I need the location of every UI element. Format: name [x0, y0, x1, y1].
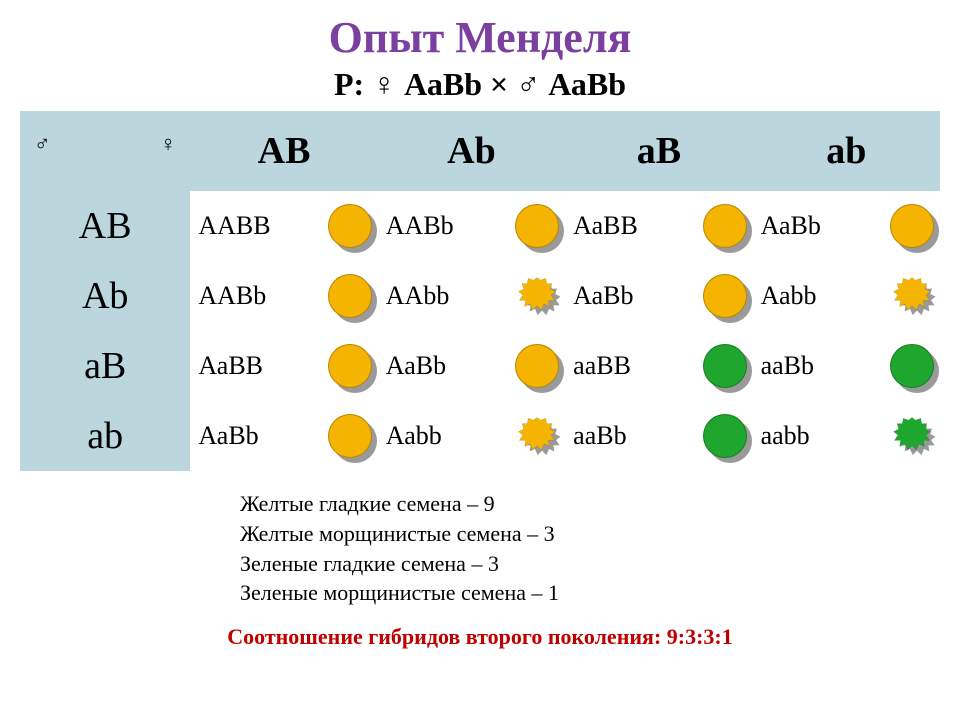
cell-3-1: Ааbb	[378, 401, 565, 471]
genotype-label: ааbb	[761, 421, 810, 451]
legend-line: Желтые морщинистые семена – 3	[240, 519, 960, 549]
pea-icon	[515, 204, 559, 248]
cell-0-2: АаВВ	[565, 191, 752, 261]
cell-3-2: ааВb	[565, 401, 752, 471]
row-gamete-2: аВ	[20, 331, 190, 401]
genotype-label: АаВb	[198, 421, 258, 451]
row-gamete-1: Аb	[20, 261, 190, 331]
pea-icon	[515, 414, 559, 458]
cell-3-0: АаВb	[190, 401, 377, 471]
legend-line: Зеленые морщинистые семена – 1	[240, 578, 960, 608]
genotype-label: АаВВ	[573, 211, 638, 241]
cell-2-0: АаВВ	[190, 331, 377, 401]
pea-icon	[703, 204, 747, 248]
legend-line: Желтые гладкие семена – 9	[240, 489, 960, 519]
pea-icon	[328, 274, 372, 318]
genotype-label: АаВb	[761, 211, 821, 241]
pea-icon	[515, 344, 559, 388]
legend-line: Зеленые гладкие семена – 3	[240, 549, 960, 579]
cell-1-2: АаВb	[565, 261, 752, 331]
pea-icon	[890, 204, 934, 248]
genotype-label: АаВb	[573, 281, 633, 311]
cell-1-0: ААВb	[190, 261, 377, 331]
pea-icon	[515, 274, 559, 318]
genotype-label: ААВb	[386, 211, 454, 241]
cell-2-2: ааВВ	[565, 331, 752, 401]
page: Опыт Менделя P: ♀ АаВb × ♂ АаВb ♂ ♀ АВ А…	[0, 0, 960, 720]
cell-0-0: ААВВ	[190, 191, 377, 261]
cell-1-3: Ааbb	[753, 261, 940, 331]
pea-icon	[703, 344, 747, 388]
cell-0-3: АаВb	[753, 191, 940, 261]
genotype-label: Ааbb	[761, 281, 817, 311]
genotype-label: Ааbb	[386, 421, 442, 451]
pea-icon	[328, 204, 372, 248]
genotype-label: ААВВ	[198, 211, 270, 241]
cell-2-3: ааВb	[753, 331, 940, 401]
genotype-label: ааВb	[761, 351, 814, 381]
cell-3-3: ааbb	[753, 401, 940, 471]
col-gamete-0: АВ	[190, 111, 377, 191]
cell-1-1: ААbb	[378, 261, 565, 331]
genotype-label: ААbb	[386, 281, 450, 311]
page-title: Опыт Менделя	[0, 0, 960, 62]
parents-line: P: ♀ АаВb × ♂ АаВb	[0, 66, 960, 103]
genotype-label: АаВВ	[198, 351, 263, 381]
cell-2-1: АаВb	[378, 331, 565, 401]
pea-icon	[328, 414, 372, 458]
row-gamete-0: АВ	[20, 191, 190, 261]
genotype-label: ааВВ	[573, 351, 631, 381]
punnett-square: ♂ ♀ АВ Аb аВ аb АВ ААВВ ААВb АаВВ АаВb Аb ААВb…	[20, 111, 940, 471]
pea-icon	[890, 414, 934, 458]
genotype-label: ааВb	[573, 421, 626, 451]
pea-icon	[890, 344, 934, 388]
legend-block: Желтые гладкие семена – 9 Желтые морщини…	[240, 489, 960, 608]
cell-0-1: ААВb	[378, 191, 565, 261]
pea-icon	[890, 274, 934, 318]
col-gamete-3: аb	[753, 111, 940, 191]
genotype-label: ААВb	[198, 281, 266, 311]
corner-cell: ♂ ♀	[20, 111, 190, 191]
female-icon: ♀	[160, 131, 177, 157]
col-gamete-1: Аb	[378, 111, 565, 191]
col-gamete-2: аВ	[565, 111, 752, 191]
pea-icon	[328, 344, 372, 388]
row-gamete-3: аb	[20, 401, 190, 471]
ratio-line: Соотношение гибридов второго поколения: …	[0, 624, 960, 650]
pea-icon	[703, 274, 747, 318]
male-icon: ♂	[34, 131, 51, 157]
pea-icon	[703, 414, 747, 458]
genotype-label: АаВb	[386, 351, 446, 381]
